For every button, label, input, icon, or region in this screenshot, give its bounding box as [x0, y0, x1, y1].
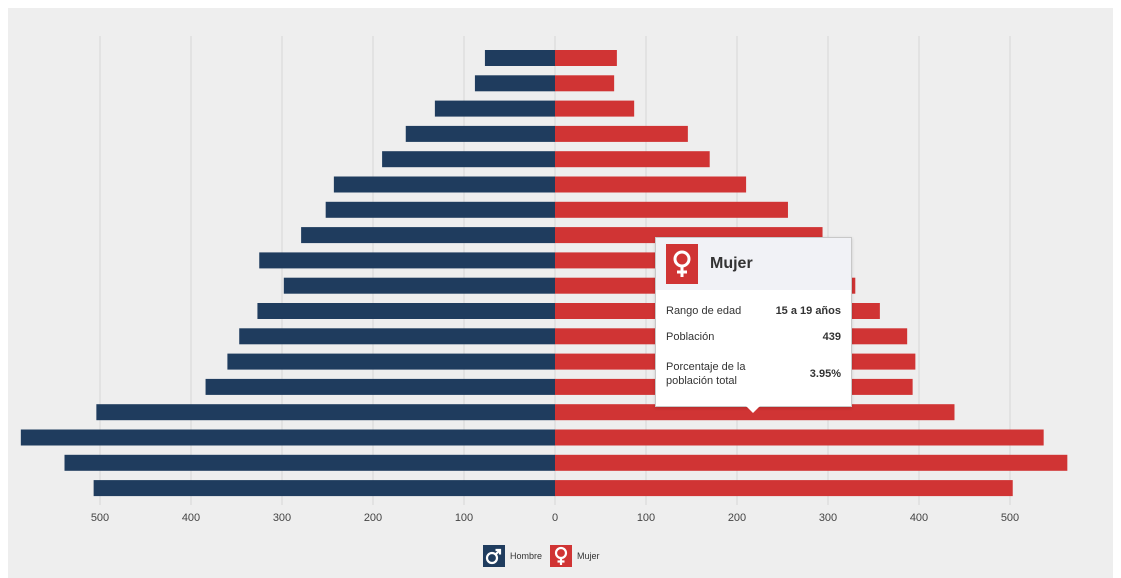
bar-hombre[interactable] — [205, 378, 555, 395]
x-tick-label: 400 — [910, 512, 928, 524]
bar-mujer[interactable] — [555, 151, 710, 168]
tooltip-row-percentage: Porcentaje de la población total 3.95% — [656, 356, 851, 392]
bar-hombre[interactable] — [484, 50, 555, 66]
x-tick-label: 100 — [455, 512, 473, 524]
bar-hombre[interactable] — [64, 454, 555, 471]
female-symbol-icon — [673, 250, 691, 277]
tooltip-row-population: Población 439 — [656, 326, 851, 348]
bar-hombre[interactable] — [257, 303, 555, 319]
legend-label-mujer: Mujer — [577, 551, 600, 561]
bar-hombre[interactable] — [239, 328, 556, 345]
legend-item-hombre[interactable]: Hombre — [483, 545, 542, 567]
x-tick-label: 100 — [637, 512, 655, 524]
bar-hombre[interactable] — [333, 176, 555, 193]
bar-mujer[interactable] — [555, 429, 1044, 446]
x-tick-label: 300 — [273, 512, 291, 524]
tooltip-row-age-range: Rango de edad 15 a 19 años — [656, 300, 851, 322]
x-tick-label: 200 — [364, 512, 382, 524]
bar-mujer[interactable] — [555, 50, 617, 66]
x-tick-label: 300 — [819, 512, 837, 524]
population-pyramid-chart: 500 400 300 200 100 0 100 200 300 400 500 — [20, 36, 1068, 524]
bar-hombre[interactable] — [93, 480, 555, 497]
bar-mujer[interactable] — [555, 125, 688, 142]
legend-label-hombre: Hombre — [510, 551, 543, 561]
x-tick-label: 500 — [91, 512, 109, 524]
bar-hombre[interactable] — [259, 252, 555, 269]
bar-hombre[interactable] — [227, 353, 555, 370]
bar-mujer[interactable] — [555, 454, 1068, 471]
bar-hombre[interactable] — [283, 277, 555, 294]
bar-mujer[interactable] — [555, 176, 747, 193]
bar-hombre[interactable] — [405, 125, 555, 142]
male-symbol-icon — [483, 545, 505, 567]
bar-hombre[interactable] — [434, 100, 555, 117]
tooltip-pointer — [746, 406, 760, 413]
x-tick-label: 0 — [552, 512, 558, 524]
bar-hombre[interactable] — [96, 404, 556, 421]
bar-mujer[interactable] — [555, 75, 615, 92]
tooltip-value: 15 a 19 años — [775, 305, 841, 317]
data-tooltip: Mujer Rango de edad 15 a 19 años Poblaci… — [655, 237, 852, 413]
bar-hombre[interactable] — [382, 151, 555, 168]
x-tick-label: 400 — [182, 512, 200, 524]
tooltip-header: Mujer — [656, 238, 851, 290]
tooltip-title: Mujer — [710, 255, 753, 272]
legend-item-mujer[interactable]: Mujer — [550, 545, 600, 567]
tooltip-label: Rango de edad — [666, 305, 742, 317]
tooltip-value: 439 — [822, 331, 841, 343]
tooltip-icon-box — [666, 244, 698, 284]
bar-hombre[interactable] — [20, 429, 555, 446]
bar-hombre[interactable] — [474, 75, 555, 92]
x-tick-label: 500 — [1001, 512, 1019, 524]
legend: Hombre Mujer — [483, 544, 600, 568]
x-tick-label: 200 — [728, 512, 746, 524]
bar-hombre[interactable] — [325, 201, 555, 218]
tooltip-value: 3.95% — [809, 368, 841, 380]
bar-mujer[interactable] — [555, 480, 1013, 497]
bar-mujer[interactable] — [555, 201, 788, 218]
tooltip-label: Población — [666, 331, 715, 343]
bar-hombre[interactable] — [301, 227, 555, 244]
female-symbol-icon — [550, 545, 573, 567]
bar-mujer[interactable] — [555, 100, 635, 117]
chart-panel: 500 400 300 200 100 0 100 200 300 400 500 Hombre M… — [8, 8, 1113, 578]
tooltip-label: Porcentaje de la población total — [666, 361, 746, 387]
